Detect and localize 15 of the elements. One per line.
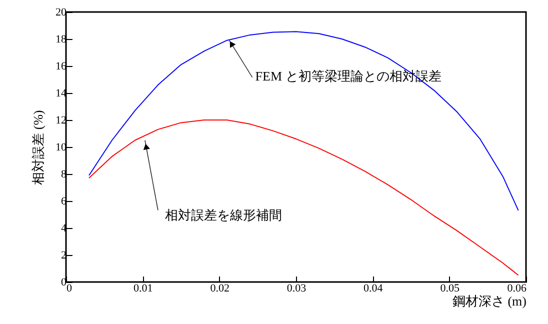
y-axis-title: 相対誤差 (%) xyxy=(30,110,46,185)
annotation: 相対誤差を線形補間 xyxy=(164,207,282,222)
y-tick-label: 12 xyxy=(56,114,66,126)
x-tick-label: 0.06 xyxy=(507,282,527,294)
x-tick-label: 0.02 xyxy=(210,282,230,294)
annotation: FEM と初等梁理論との相対誤差 xyxy=(255,68,442,84)
y-tick-label: 14 xyxy=(56,88,67,100)
x-tick-label: 0.03 xyxy=(286,282,307,294)
line-series xyxy=(88,120,519,276)
x-tick-label: 0.04 xyxy=(364,282,384,294)
x-axis-title: 鋼材深さ (m) xyxy=(452,294,526,308)
y-tick-label: 4 xyxy=(61,222,67,234)
y-tick-label: 2 xyxy=(61,250,66,262)
x-tick-label: 0.01 xyxy=(134,282,153,294)
x-tick-label: 0.05 xyxy=(440,282,460,294)
